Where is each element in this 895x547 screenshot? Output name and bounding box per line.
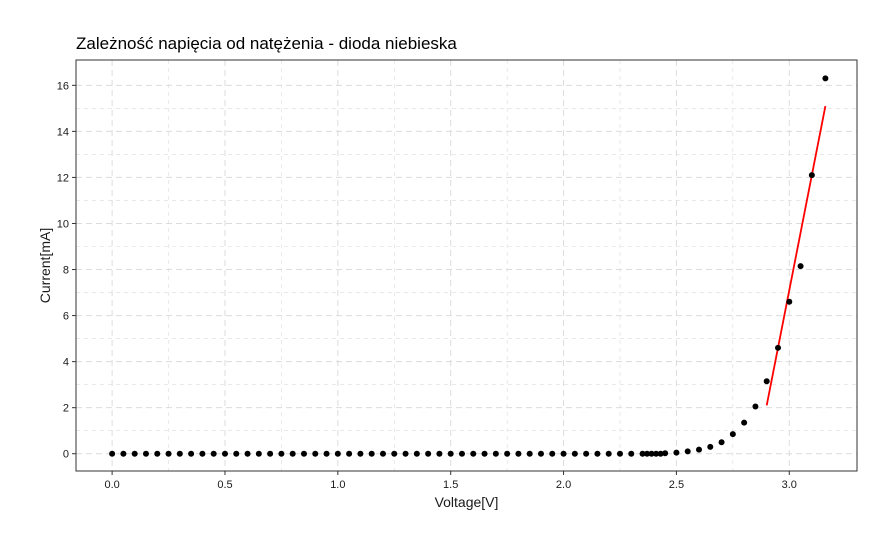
x-axis-title: Voltage[V]	[435, 494, 499, 510]
y-tick-label: 2	[63, 403, 69, 415]
data-point	[537, 450, 544, 457]
data-point	[221, 450, 228, 457]
data-point	[334, 450, 341, 457]
data-point	[425, 450, 432, 457]
y-axis-title: Current[mA]	[37, 228, 53, 303]
data-point	[165, 450, 172, 457]
y-tick-label: 8	[63, 265, 69, 277]
data-point	[797, 263, 804, 270]
data-point	[379, 450, 386, 457]
y-tick-label: 14	[57, 126, 69, 138]
x-tick-label: 0.5	[217, 479, 232, 491]
data-point	[458, 450, 465, 457]
data-point	[255, 450, 262, 457]
data-point	[391, 450, 398, 457]
y-tick-label: 6	[63, 311, 69, 323]
data-point	[131, 450, 138, 457]
data-point	[188, 450, 195, 457]
data-point	[142, 450, 149, 457]
data-point	[176, 450, 183, 457]
data-point	[653, 450, 660, 457]
data-point	[413, 450, 420, 457]
data-point	[752, 403, 759, 410]
data-point	[515, 450, 522, 457]
panel-border	[75, 59, 858, 472]
data-point	[644, 450, 651, 457]
data-point	[492, 450, 499, 457]
data-point	[312, 450, 319, 457]
data-point	[695, 446, 702, 453]
data-point	[549, 450, 556, 457]
data-point	[233, 450, 240, 457]
y-tick-label: 4	[63, 357, 69, 369]
y-tick-label: 16	[57, 80, 69, 92]
data-point	[470, 450, 477, 457]
data-point	[210, 450, 217, 457]
data-point	[154, 450, 161, 457]
data-point	[244, 450, 251, 457]
data-point	[481, 450, 488, 457]
data-point	[436, 450, 443, 457]
data-point	[368, 450, 375, 457]
data-point	[583, 450, 590, 457]
data-point	[808, 172, 815, 179]
fit-layer	[765, 105, 827, 406]
data-point	[526, 450, 533, 457]
data-point	[684, 448, 691, 455]
data-point	[718, 439, 725, 446]
data-point	[199, 450, 206, 457]
data-point	[729, 431, 736, 438]
data-point	[278, 450, 285, 457]
y-tick-label: 0	[63, 449, 69, 461]
data-point	[628, 450, 635, 457]
data-point	[594, 450, 601, 457]
x-tick-label: 1.5	[443, 479, 458, 491]
data-point	[616, 450, 623, 457]
data-point	[120, 450, 127, 457]
x-tick-label: 1.0	[330, 479, 345, 491]
data-point	[639, 450, 646, 457]
axis-layer: 0.0 0.5 1.0 1.5 2.0 2.5 3.0 0 2 4 6 8 10 12 14 16	[57, 80, 797, 491]
data-point	[605, 450, 612, 457]
data-point	[571, 450, 578, 457]
data-point	[323, 450, 330, 457]
data-point	[447, 450, 454, 457]
x-tick-label: 2.5	[669, 479, 684, 491]
data-point	[402, 450, 409, 457]
data-point	[763, 378, 770, 385]
x-tick-label: 0.0	[104, 479, 119, 491]
chart-title: Zależność napięcia od natężenia - dioda …	[76, 34, 457, 53]
data-point	[673, 449, 680, 456]
data-point	[774, 344, 781, 351]
data-point	[504, 450, 511, 457]
data-point	[822, 75, 829, 82]
fit-line	[765, 105, 827, 406]
data-point	[707, 443, 714, 450]
data-point	[786, 298, 793, 305]
data-point	[560, 450, 567, 457]
grid-layer	[76, 60, 857, 471]
data-point	[648, 450, 655, 457]
data-point	[300, 450, 307, 457]
data-point	[289, 450, 296, 457]
points-layer	[109, 75, 829, 457]
data-point	[346, 450, 353, 457]
panel-background	[76, 60, 857, 471]
data-point	[741, 419, 748, 426]
x-tick-label: 2.0	[556, 479, 571, 491]
y-tick-label: 10	[57, 218, 69, 230]
x-tick-label: 3.0	[782, 479, 797, 491]
y-tick-label: 12	[57, 172, 69, 184]
data-point	[662, 450, 669, 457]
data-point	[357, 450, 364, 457]
data-point	[657, 450, 664, 457]
data-point	[267, 450, 274, 457]
data-point	[109, 450, 116, 457]
